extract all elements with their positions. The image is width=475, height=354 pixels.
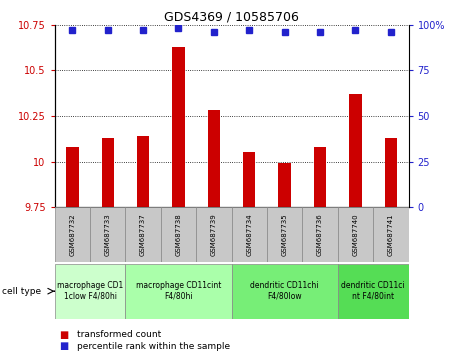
Text: transformed count: transformed count (77, 330, 162, 339)
Text: GSM687732: GSM687732 (69, 213, 76, 256)
Text: percentile rank within the sample: percentile rank within the sample (77, 342, 230, 351)
Text: macrophage CD1
1clow F4/80hi: macrophage CD1 1clow F4/80hi (57, 281, 123, 301)
Text: GSM687735: GSM687735 (282, 213, 288, 256)
Text: ■: ■ (59, 330, 68, 339)
Bar (172, 47, 185, 207)
Text: GSM687738: GSM687738 (175, 213, 181, 256)
Text: GSM687740: GSM687740 (352, 213, 359, 256)
Text: GSM687737: GSM687737 (140, 213, 146, 256)
Bar (349, 94, 361, 207)
Text: dendritic CD11chi
F4/80low: dendritic CD11chi F4/80low (250, 281, 319, 301)
Bar (125, 264, 232, 319)
Bar (338, 207, 373, 262)
Bar (102, 138, 114, 207)
Bar (137, 136, 149, 207)
Bar (196, 207, 232, 262)
Bar (90, 207, 125, 262)
Bar (338, 264, 408, 319)
Bar (125, 207, 161, 262)
Text: GSM687733: GSM687733 (104, 213, 111, 256)
Bar (278, 163, 291, 207)
Bar (314, 147, 326, 207)
Text: GSM687736: GSM687736 (317, 213, 323, 256)
Bar (232, 207, 267, 262)
Bar (55, 207, 90, 262)
Bar (267, 207, 303, 262)
Bar (66, 147, 78, 207)
Bar (373, 207, 408, 262)
Text: ■: ■ (59, 341, 68, 351)
Bar (55, 264, 125, 319)
Bar (385, 138, 397, 207)
Text: GSM687734: GSM687734 (246, 213, 252, 256)
Text: dendritic CD11ci
nt F4/80int: dendritic CD11ci nt F4/80int (342, 281, 405, 301)
Bar (208, 110, 220, 207)
Text: cell type: cell type (2, 287, 41, 296)
Text: GSM687739: GSM687739 (211, 213, 217, 256)
Text: macrophage CD11cint
F4/80hi: macrophage CD11cint F4/80hi (136, 281, 221, 301)
Bar (243, 152, 256, 207)
Bar (161, 207, 196, 262)
Text: GSM687741: GSM687741 (388, 213, 394, 256)
Bar (232, 264, 338, 319)
Title: GDS4369 / 10585706: GDS4369 / 10585706 (164, 11, 299, 24)
Bar (302, 207, 338, 262)
